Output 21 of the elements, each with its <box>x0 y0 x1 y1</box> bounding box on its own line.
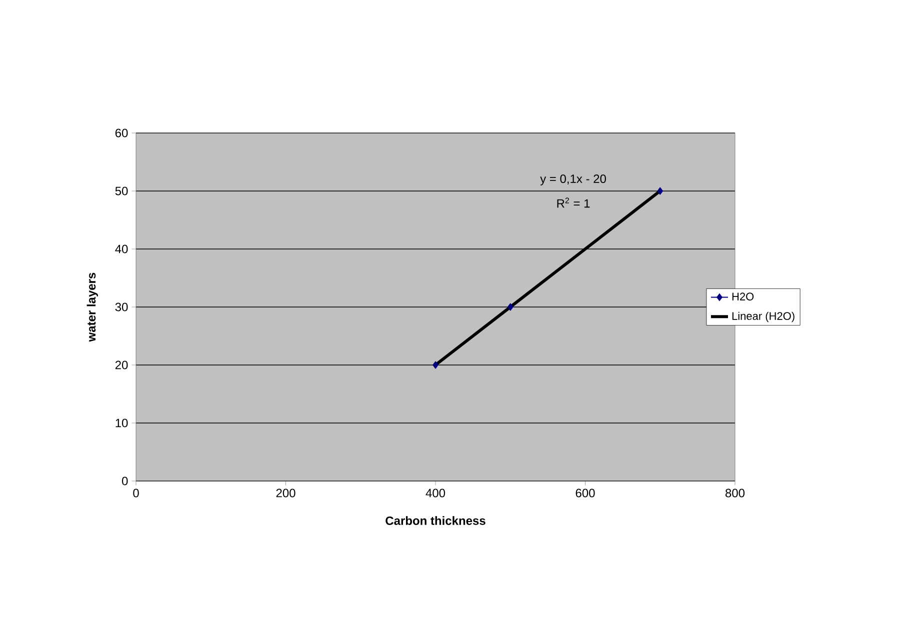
y-tick-label: 40 <box>115 244 128 254</box>
y-tick-label: 0 <box>122 476 128 486</box>
x-tick-label: 800 <box>726 488 745 498</box>
point <box>507 303 514 311</box>
point <box>432 361 438 369</box>
annotation: R$^{2}$ = 1 <box>557 198 590 208</box>
y-tick-label: 50 <box>115 186 128 196</box>
x-axis-title: Carbon thickness <box>386 516 486 525</box>
y-tick-label: 10 <box>116 418 128 428</box>
y-tick-label: 30 <box>115 302 128 312</box>
legend-label: H2O <box>732 292 754 300</box>
x-tick-label: 400 <box>426 488 446 498</box>
x-tick-label: 200 <box>276 488 296 498</box>
y-tick-label: 20 <box>115 360 128 370</box>
y-tick-label: 60 <box>115 128 128 138</box>
legend-label: Linear (H2O) <box>732 312 794 322</box>
x-tick-label: 0 <box>133 488 139 498</box>
point <box>657 187 664 195</box>
annotation: y = 0,1x - 20 <box>540 174 606 186</box>
x-tick-label: 600 <box>576 488 595 498</box>
y-axis-title: water layers <box>86 272 98 342</box>
